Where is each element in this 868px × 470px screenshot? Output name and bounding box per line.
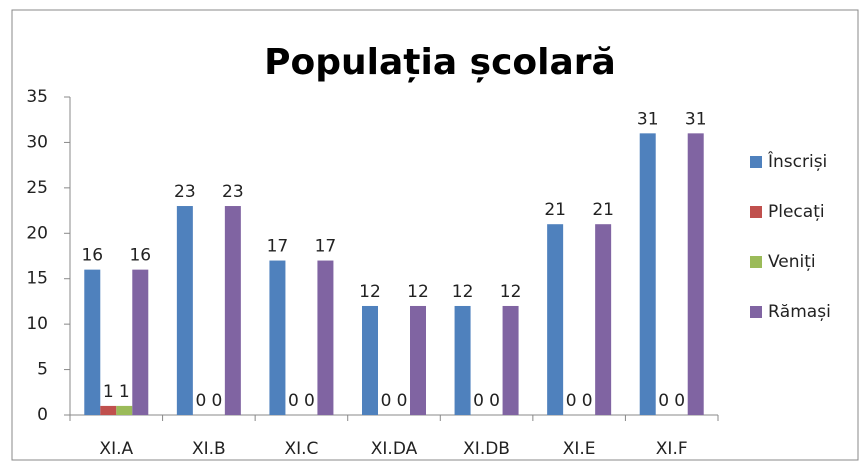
data-label: 12 — [452, 282, 474, 302]
data-label: 0 — [397, 391, 408, 411]
y-tick-label: 5 — [37, 360, 48, 380]
data-label: 17 — [267, 237, 289, 257]
data-label: 0 — [489, 391, 500, 411]
data-label: 0 — [288, 391, 299, 411]
data-label: 23 — [174, 182, 196, 202]
bar — [132, 269, 149, 415]
legend-swatch — [750, 306, 762, 318]
data-label: 0 — [658, 391, 669, 411]
bar — [269, 260, 286, 415]
data-label: 23 — [222, 182, 244, 202]
data-label: 17 — [315, 237, 337, 257]
bar — [100, 405, 117, 415]
bar — [454, 305, 471, 415]
y-tick-label: 10 — [26, 314, 48, 334]
data-label: 0 — [674, 391, 685, 411]
chart-border — [11, 9, 859, 461]
data-label: 0 — [473, 391, 484, 411]
y-tick-label: 15 — [26, 269, 48, 289]
data-label: 12 — [359, 282, 381, 302]
data-label: 31 — [685, 109, 707, 129]
x-tick-label: XI.C — [284, 439, 318, 459]
y-tick-label: 35 — [26, 87, 48, 107]
data-label: 31 — [637, 109, 659, 129]
bar — [687, 133, 704, 416]
bar — [362, 305, 378, 415]
x-tick-label: XI.E — [563, 439, 596, 459]
data-label: 0 — [381, 391, 392, 411]
y-tick-label: 30 — [26, 132, 48, 152]
legend-swatch — [750, 256, 762, 268]
x-tick-label: XI.A — [99, 439, 133, 459]
data-label: 0 — [195, 391, 206, 411]
data-label: 0 — [304, 391, 315, 411]
chart-title: Populația școlară — [264, 42, 616, 83]
y-tick-label: 0 — [37, 405, 48, 425]
legend-swatch — [750, 156, 762, 168]
data-label: 21 — [592, 200, 614, 220]
bar — [502, 305, 519, 415]
data-label: 1 — [119, 382, 130, 402]
bar — [639, 133, 656, 416]
bar — [176, 206, 193, 415]
x-tick-label: XI.DB — [463, 439, 510, 459]
data-label: 16 — [81, 246, 103, 266]
data-label: 0 — [211, 391, 222, 411]
legend-label: Rămași — [768, 302, 831, 322]
x-tick-label: XI.DA — [371, 439, 418, 459]
data-label: 16 — [129, 246, 151, 266]
data-label: 12 — [500, 282, 522, 302]
legend-label: Veniți — [768, 252, 816, 272]
x-tick-label: XI.F — [656, 439, 688, 459]
bar — [84, 269, 101, 415]
x-tick-label: XI.B — [192, 439, 226, 459]
legend-label: Înscriși — [767, 150, 827, 172]
data-label: 1 — [103, 382, 114, 402]
data-label: 21 — [544, 200, 566, 220]
data-label: 12 — [407, 282, 429, 302]
data-label: 0 — [566, 391, 577, 411]
y-tick-label: 25 — [26, 178, 48, 198]
bar — [547, 224, 564, 415]
bar — [595, 224, 612, 415]
legend-swatch — [750, 206, 762, 218]
bar — [410, 305, 426, 415]
bar — [116, 405, 133, 415]
legend-label: Plecați — [768, 202, 825, 222]
bar — [317, 260, 334, 415]
bar — [224, 206, 241, 415]
data-label: 0 — [582, 391, 593, 411]
y-tick-label: 20 — [26, 223, 48, 243]
